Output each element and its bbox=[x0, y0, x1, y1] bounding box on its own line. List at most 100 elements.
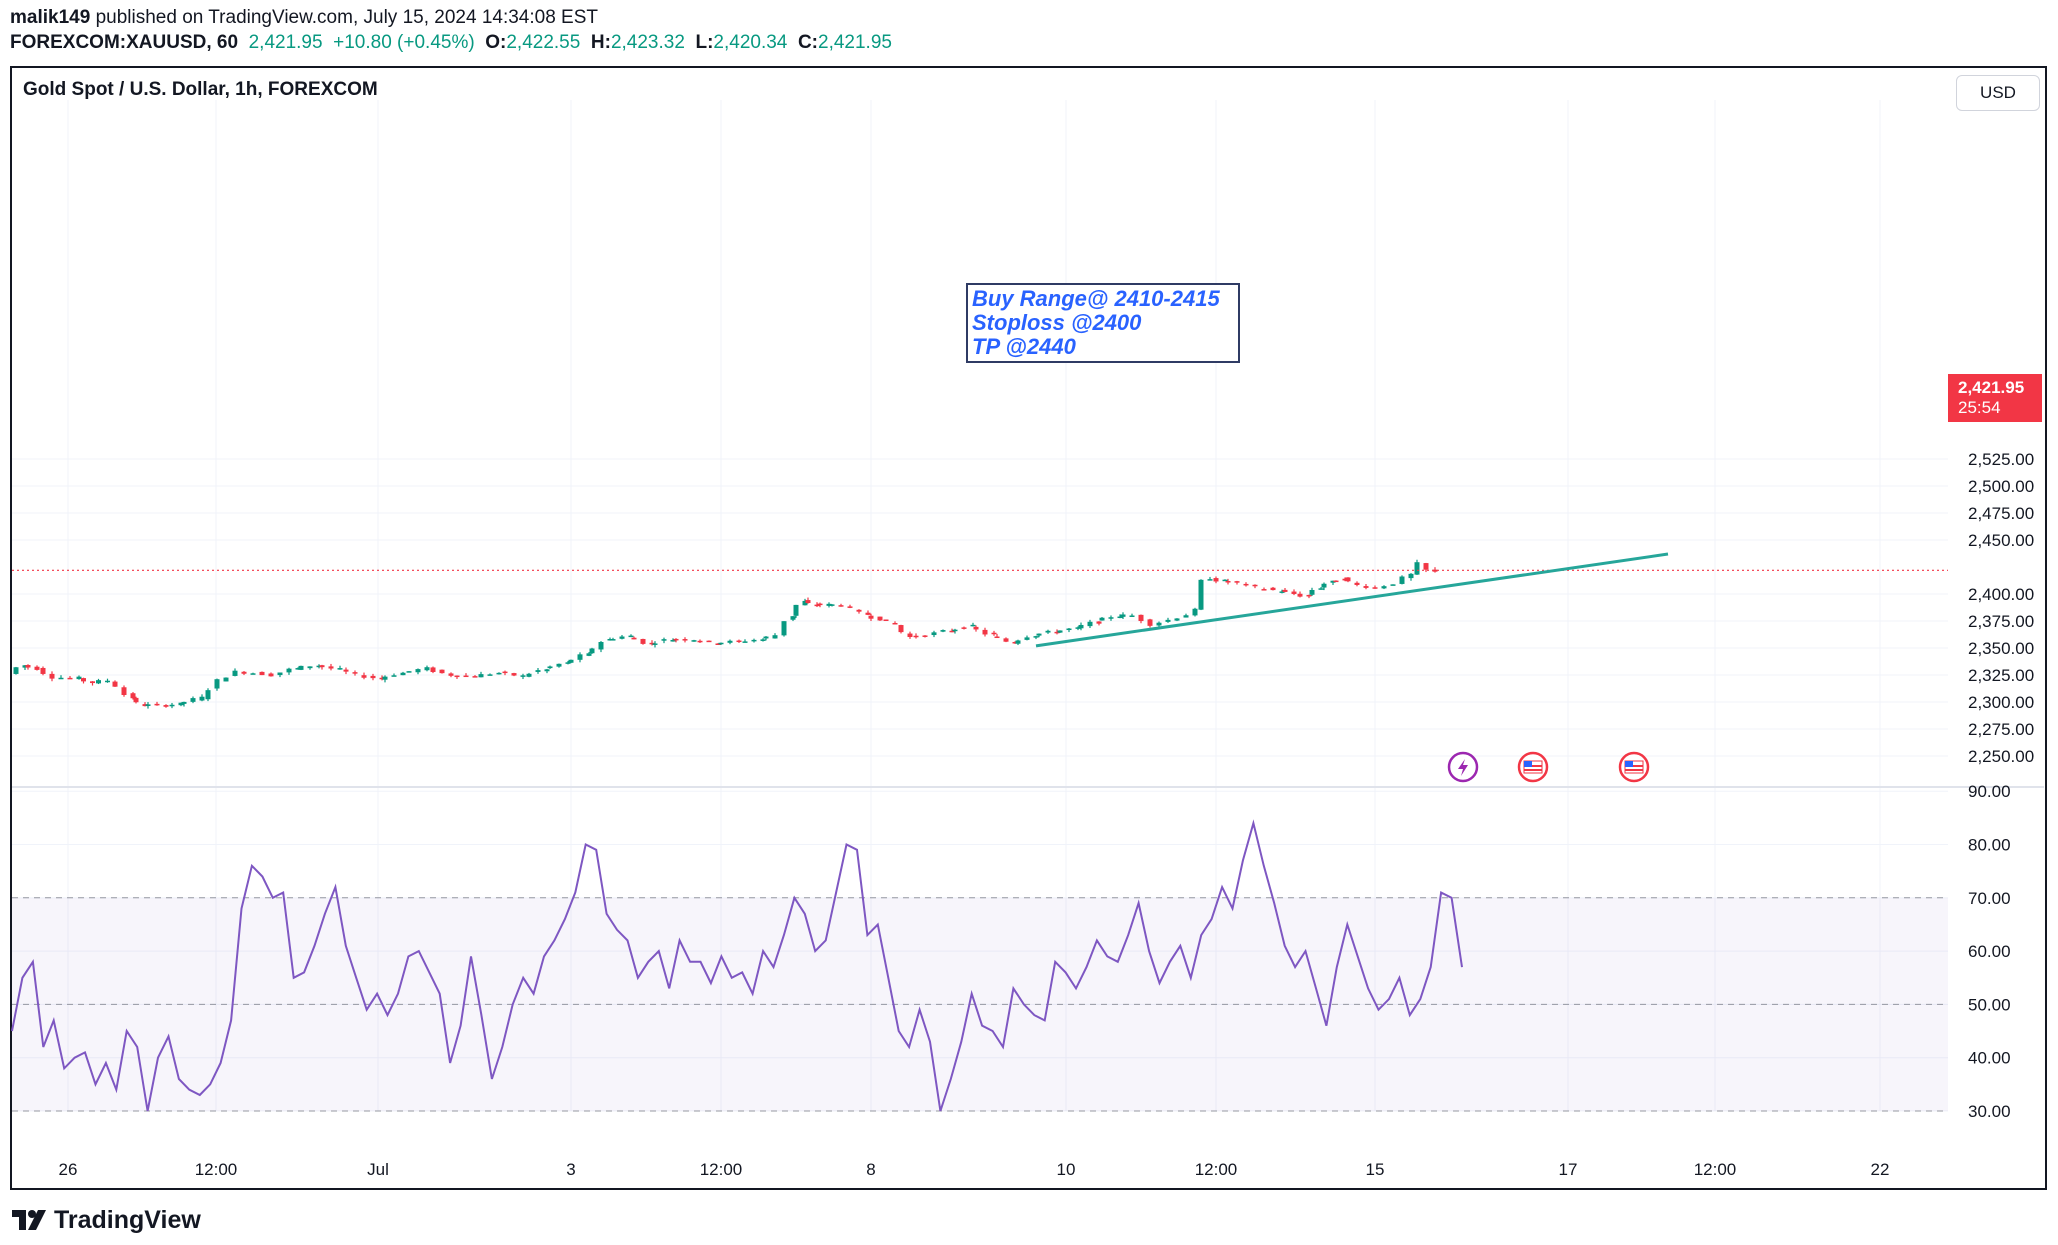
open-value: 2,422.55 bbox=[506, 32, 581, 53]
price-axis[interactable]: 2,525.00 2,500.00 2,475.00 2,450.00 2,400.00… bbox=[1968, 450, 2034, 766]
candle-body bbox=[1318, 588, 1324, 590]
symbol-label: FOREXCOM:XAUUSD, 60 bbox=[10, 32, 239, 53]
candle-body bbox=[1003, 638, 1009, 642]
high-value: 2,423.32 bbox=[610, 32, 685, 53]
candle-body bbox=[232, 670, 238, 676]
candle-body bbox=[1381, 586, 1387, 589]
tradingview-logo[interactable]: TradingView bbox=[12, 1206, 201, 1235]
rsi-levels bbox=[12, 897, 1948, 1112]
us-flag-icon[interactable] bbox=[1517, 751, 1549, 783]
candle-body bbox=[142, 704, 148, 707]
candle-body bbox=[181, 701, 187, 704]
candle-body bbox=[361, 675, 367, 678]
author-name[interactable]: malik149 bbox=[10, 7, 91, 28]
last-price-label: 2,421.95 bbox=[1958, 378, 2025, 397]
candle-body bbox=[76, 676, 82, 680]
chart-title: Gold Spot / U.S. Dollar, 1h, FOREXCOM bbox=[23, 79, 378, 100]
time-tick-label: 10 bbox=[1057, 1160, 1076, 1179]
rsi-axis[interactable]: 90.00 80.00 70.00 60.00 50.00 40.00 30.00 bbox=[1968, 782, 2011, 1121]
candle-body bbox=[214, 679, 220, 689]
rsi-tick-label: 50.00 bbox=[1968, 995, 2011, 1014]
candle-body bbox=[1234, 581, 1240, 583]
candle-body bbox=[199, 696, 205, 701]
low-label: L: bbox=[695, 32, 714, 53]
candle-body bbox=[931, 632, 937, 636]
open-label: O: bbox=[485, 32, 507, 53]
candle-body bbox=[379, 677, 385, 680]
candle-body bbox=[1261, 589, 1267, 591]
candle-body bbox=[277, 672, 283, 676]
candle-body bbox=[352, 672, 358, 674]
candle-body bbox=[598, 642, 604, 650]
candle-body bbox=[772, 635, 778, 639]
candle-body bbox=[81, 678, 86, 682]
candle-body bbox=[1309, 589, 1315, 595]
low-value: 2,420.34 bbox=[713, 32, 788, 53]
candle-body bbox=[1354, 582, 1360, 585]
candle-body bbox=[1243, 583, 1249, 586]
candle-body bbox=[877, 616, 883, 621]
candle-body bbox=[727, 640, 733, 643]
candle-body bbox=[1120, 614, 1126, 617]
candle-body bbox=[1297, 593, 1303, 597]
candle-body bbox=[982, 629, 988, 635]
ohlc-bar: FOREXCOM:XAUUSD, 60 2,421.95 +10.80 (+0.… bbox=[10, 31, 892, 55]
candle-body bbox=[1207, 579, 1213, 581]
candle-body bbox=[448, 673, 454, 676]
candle-body bbox=[130, 693, 136, 699]
trade-annotation[interactable]: Buy Range@ 2410-2415 Stoploss @2400 TP @… bbox=[966, 283, 1240, 363]
close-label: C: bbox=[797, 32, 818, 53]
candle-body bbox=[556, 663, 562, 667]
us-flag-icon[interactable] bbox=[1618, 751, 1650, 783]
candle-body bbox=[1129, 615, 1135, 617]
candle-body bbox=[1222, 579, 1228, 582]
candle-body bbox=[994, 636, 1000, 639]
candle-body bbox=[286, 668, 292, 673]
price-change: +10.80 (+0.45%) bbox=[333, 32, 475, 53]
candle-body bbox=[1024, 637, 1030, 640]
price-tick-label: 2,525.00 bbox=[1968, 450, 2034, 469]
lightning-icon[interactable] bbox=[1447, 751, 1479, 783]
bar-countdown: 25:54 bbox=[1958, 398, 2001, 417]
candle-body bbox=[1252, 584, 1258, 587]
candle-body bbox=[454, 675, 460, 678]
candle-body bbox=[1099, 617, 1105, 621]
candle-body bbox=[382, 676, 388, 680]
candle-body bbox=[163, 705, 169, 707]
candle-body bbox=[577, 654, 583, 660]
candle-body bbox=[715, 643, 721, 645]
candle-body bbox=[898, 625, 904, 633]
candle-body bbox=[952, 629, 958, 632]
candle-body bbox=[1408, 573, 1414, 579]
price-tick-label: 2,350.00 bbox=[1968, 639, 2034, 658]
time-tick-label: Jul bbox=[367, 1160, 389, 1179]
candle-body bbox=[205, 690, 211, 700]
rsi-tick-label: 30.00 bbox=[1968, 1102, 2011, 1121]
candle-body bbox=[961, 627, 967, 629]
trend-line[interactable] bbox=[1035, 552, 1669, 648]
candle-body bbox=[241, 671, 247, 674]
candle-body bbox=[319, 665, 325, 668]
candle-body bbox=[1342, 578, 1348, 581]
candle-body bbox=[190, 698, 196, 702]
candle-body bbox=[121, 687, 127, 695]
candle-body bbox=[25, 664, 31, 668]
price-tick-label: 2,450.00 bbox=[1968, 531, 2034, 550]
time-axis[interactable]: 26 12:00 Jul 3 12:00 8 10 12:00 15 17 12:00 22 bbox=[59, 1160, 1890, 1179]
currency-button[interactable]: USD bbox=[1956, 75, 2040, 111]
publish-info: malik149 published on TradingView.com, J… bbox=[10, 6, 598, 30]
candle-body bbox=[568, 659, 574, 663]
candle-body bbox=[487, 674, 493, 676]
price-tick-label: 2,475.00 bbox=[1968, 504, 2034, 523]
candle-body bbox=[40, 667, 46, 674]
candle-body bbox=[439, 669, 445, 674]
candle-body bbox=[96, 680, 101, 684]
candle-body bbox=[58, 677, 64, 680]
candle-body bbox=[1363, 586, 1369, 588]
time-tick-label: 26 bbox=[59, 1160, 78, 1179]
close-value: 2,421.95 bbox=[818, 32, 892, 53]
candle-body bbox=[1321, 583, 1327, 588]
candle-body bbox=[526, 673, 532, 677]
candle-body bbox=[145, 704, 151, 706]
